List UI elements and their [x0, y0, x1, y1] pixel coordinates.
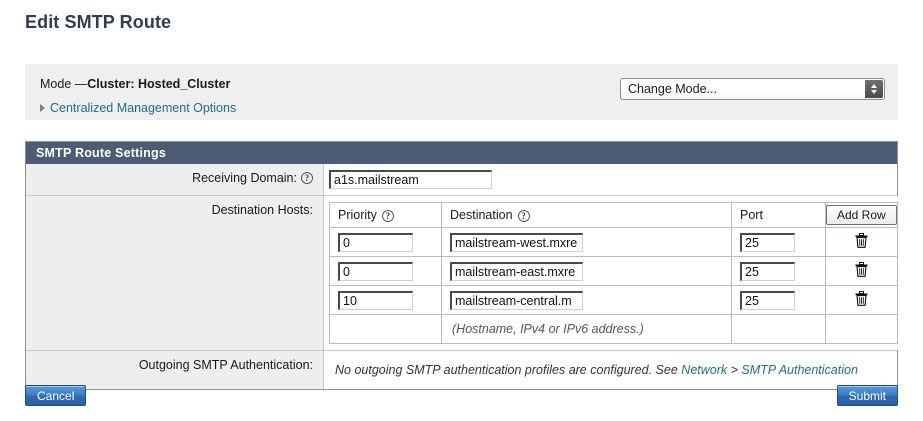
- cell-port: [731, 285, 826, 315]
- cell-priority: [329, 227, 442, 257]
- destination-hosts-row: Destination Hosts: Priority ?: [26, 195, 906, 350]
- outgoing-smtp-auth-row: Outgoing SMTP Authentication: No outgoin…: [26, 350, 897, 389]
- mode-label: Mode —: [40, 77, 88, 91]
- receiving-domain-label: Receiving Domain:: [192, 171, 297, 185]
- chevron-up-icon: [871, 84, 877, 88]
- centralized-management-options[interactable]: Centralized Management Options: [40, 101, 236, 115]
- priority-input[interactable]: [338, 290, 413, 310]
- change-mode-select[interactable]: Change Mode...: [620, 78, 885, 100]
- page-title: Edit SMTP Route: [25, 12, 172, 32]
- table-header-row: Priority ? Destination ?: [329, 202, 898, 228]
- cell-port: [731, 227, 826, 257]
- select-stepper-icon[interactable]: [865, 80, 883, 98]
- cell-destination: [441, 256, 732, 286]
- outgoing-smtp-auth-message: No outgoing SMTP authentication profiles…: [329, 357, 889, 383]
- destination-hosts-label-cell: Destination Hosts:: [26, 196, 323, 350]
- column-header-priority-label: Priority: [338, 208, 377, 222]
- cell-empty: [825, 314, 898, 344]
- smtp-route-settings-panel: SMTP Route Settings Receiving Domain: ? …: [25, 141, 906, 390]
- cell-destination: [441, 285, 732, 315]
- port-input[interactable]: [740, 290, 795, 310]
- form-action-bar: Cancel Submit: [25, 385, 898, 409]
- table-row: [329, 227, 898, 257]
- help-icon[interactable]: ?: [381, 210, 394, 222]
- submit-button[interactable]: Submit: [836, 385, 898, 406]
- cell-actions: [825, 227, 898, 257]
- column-header-destination-label: Destination: [450, 208, 513, 222]
- add-row-button[interactable]: Add Row: [826, 205, 897, 225]
- receiving-domain-input[interactable]: [329, 170, 492, 189]
- help-icon[interactable]: ?: [301, 172, 313, 184]
- chevron-down-icon: [871, 90, 877, 94]
- destination-hosts-value-cell: Priority ? Destination ?: [323, 196, 906, 350]
- column-header-destination: Destination ?: [441, 202, 732, 228]
- mode-bar: Mode —Cluster: Hosted_Cluster Centralize…: [25, 64, 898, 120]
- cancel-button[interactable]: Cancel: [25, 385, 87, 406]
- cell-priority: [329, 285, 442, 315]
- port-input[interactable]: [740, 232, 795, 252]
- change-mode-select-value: Change Mode...: [628, 82, 717, 96]
- mode-status: Mode —Cluster: Hosted_Cluster: [40, 77, 230, 91]
- destination-hosts-label: Destination Hosts:: [211, 203, 313, 217]
- mode-value: Cluster: Hosted_Cluster: [87, 77, 231, 91]
- cell-port: [731, 256, 826, 286]
- destination-hosts-table: Priority ? Destination ?: [329, 202, 898, 344]
- triangle-right-icon[interactable]: [40, 104, 45, 112]
- table-row: [329, 285, 898, 315]
- column-header-priority: Priority ?: [329, 202, 442, 228]
- destination-input[interactable]: [450, 290, 583, 310]
- breadcrumb-separator: >: [730, 363, 738, 377]
- column-header-actions: Add Row: [825, 202, 898, 228]
- receiving-domain-value-cell: [323, 164, 897, 195]
- network-link[interactable]: Network: [681, 363, 728, 377]
- outgoing-smtp-auth-label-cell: Outgoing SMTP Authentication:: [26, 351, 323, 389]
- cell-empty: [731, 314, 826, 344]
- outgoing-smtp-auth-label: Outgoing SMTP Authentication:: [138, 358, 313, 372]
- column-header-port-label: Port: [740, 208, 763, 222]
- panel-header: SMTP Route Settings: [26, 142, 897, 164]
- smtp-authentication-link[interactable]: SMTP Authentication: [741, 363, 858, 377]
- help-icon[interactable]: ?: [517, 210, 530, 222]
- priority-input[interactable]: [338, 232, 413, 252]
- cell-actions: [825, 285, 898, 315]
- trash-icon[interactable]: [855, 262, 868, 277]
- trash-icon[interactable]: [855, 291, 868, 306]
- table-row: [329, 256, 898, 286]
- destination-hint: (Hostname, IPv4 or IPv6 address.): [441, 314, 732, 344]
- cell-actions: [825, 256, 898, 286]
- centralized-management-options-link[interactable]: Centralized Management Options: [50, 101, 237, 115]
- receiving-domain-label-cell: Receiving Domain: ?: [26, 164, 323, 195]
- cell-destination: [441, 227, 732, 257]
- destination-input[interactable]: [450, 261, 583, 281]
- cell-empty: [329, 314, 442, 344]
- column-header-port: Port: [731, 202, 826, 228]
- table-hint-row: (Hostname, IPv4 or IPv6 address.): [329, 314, 898, 344]
- outgoing-smtp-auth-value-cell: No outgoing SMTP authentication profiles…: [323, 351, 897, 389]
- destination-input[interactable]: [450, 232, 583, 252]
- receiving-domain-row: Receiving Domain: ?: [26, 164, 897, 195]
- priority-input[interactable]: [338, 261, 413, 281]
- port-input[interactable]: [740, 261, 795, 281]
- cell-priority: [329, 256, 442, 286]
- trash-icon[interactable]: [855, 233, 868, 248]
- outgoing-smtp-auth-text: No outgoing SMTP authentication profiles…: [335, 363, 678, 377]
